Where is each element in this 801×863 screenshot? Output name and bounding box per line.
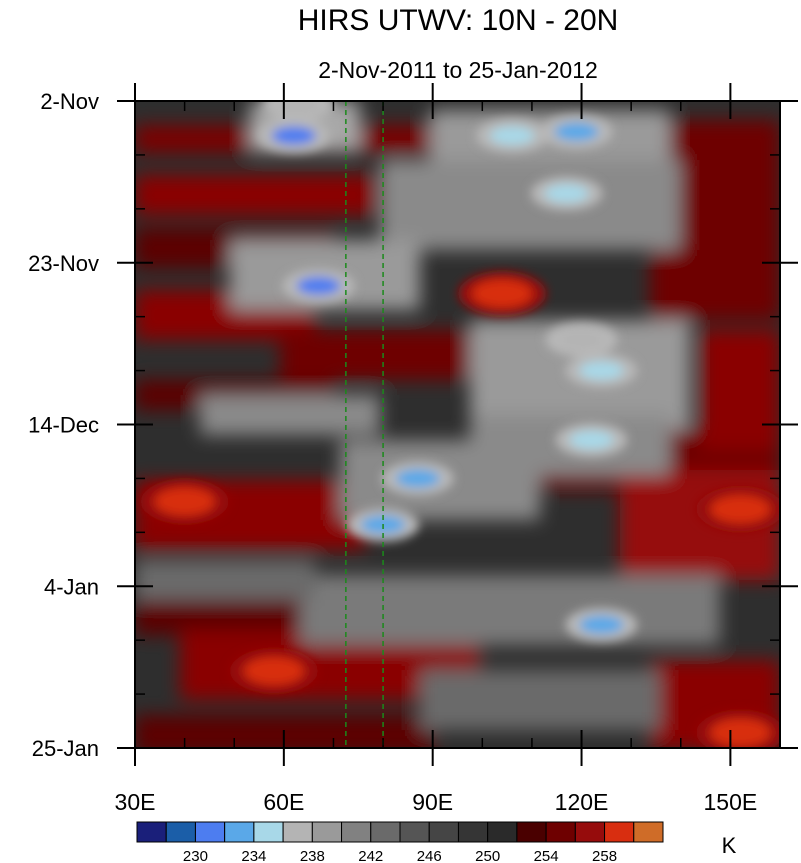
field-band xyxy=(135,560,315,600)
field-band xyxy=(420,670,660,730)
x-tick-label: 60E xyxy=(263,789,304,815)
y-tick-label: 4-Jan xyxy=(44,574,99,599)
x-axis: 30E 60E 90E 120E 150E xyxy=(115,83,781,815)
feature-blob xyxy=(559,330,604,349)
colorbar-swatch xyxy=(399,821,430,843)
colorbar-swatch xyxy=(370,821,401,843)
y-axis: 2-Nov 23-Nov 14-Dec 4-Jan 25-Jan xyxy=(28,89,798,761)
colorbar-swatch xyxy=(604,821,635,843)
feature-blob xyxy=(710,495,771,524)
colorbar-label: 242 xyxy=(358,848,383,863)
colorbar-swatch xyxy=(545,821,576,843)
y-tick-label: 25-Jan xyxy=(32,736,99,761)
colorbar-label: 246 xyxy=(417,848,442,863)
y-tick-label: 2-Nov xyxy=(40,89,99,114)
feature-blob xyxy=(271,126,316,145)
x-tick-label: 30E xyxy=(115,789,156,815)
field-band xyxy=(200,395,380,435)
colorbar-label: 234 xyxy=(241,848,266,863)
colorbar-unit-label: K xyxy=(722,833,737,858)
colorbar: 230 234 238 242 246 250 254 258 xyxy=(136,821,664,863)
colorbar-swatch xyxy=(428,821,459,843)
feature-blob xyxy=(154,487,215,516)
colorbar-swatch xyxy=(516,821,547,843)
x-tick-label: 90E xyxy=(412,789,453,815)
plot-field xyxy=(135,101,780,748)
field-band xyxy=(300,575,720,645)
colorbar-swatch xyxy=(224,821,255,843)
feature-blob xyxy=(276,101,321,114)
colorbar-swatch xyxy=(165,821,196,843)
colorbar-swatch xyxy=(574,821,606,843)
feature-blob xyxy=(579,361,624,380)
chart-title: HIRS UTWV: 10N - 20N xyxy=(298,4,619,37)
colorbar-swatch xyxy=(633,821,664,843)
colorbar-label: 238 xyxy=(300,848,325,863)
y-tick-label: 23-Nov xyxy=(28,251,99,276)
field-band xyxy=(700,330,780,450)
colorbar-label: 254 xyxy=(534,848,559,863)
feature-blob xyxy=(569,430,614,449)
x-tick-label: 120E xyxy=(555,789,609,815)
colorbar-swatch xyxy=(136,821,167,843)
feature-blob xyxy=(472,279,533,308)
feature-blob xyxy=(243,656,304,685)
chart-subtitle: 2-Nov-2011 to 25-Jan-2012 xyxy=(318,57,598,83)
colorbar-swatch xyxy=(341,821,372,843)
feature-blob xyxy=(296,276,341,295)
feature-blob xyxy=(710,718,771,747)
feature-blob xyxy=(395,469,440,488)
feature-blob xyxy=(554,122,599,141)
colorbar-label: 258 xyxy=(592,848,617,863)
colorbar-swatch xyxy=(282,821,313,843)
feature-blob xyxy=(490,126,535,145)
colorbar-swatch xyxy=(253,821,284,843)
colorbar-swatch xyxy=(457,821,489,843)
colorbar-swatch xyxy=(194,821,226,843)
feature-blob xyxy=(544,184,589,203)
x-tick-label: 150E xyxy=(704,789,758,815)
colorbar-swatch xyxy=(487,821,518,843)
colorbar-label: 230 xyxy=(183,848,208,863)
feature-blob xyxy=(579,615,624,634)
colorbar-label: 250 xyxy=(475,848,500,863)
y-tick-label: 14-Dec xyxy=(28,413,99,438)
field-band xyxy=(135,175,375,215)
colorbar-swatch xyxy=(311,821,343,843)
field-band xyxy=(380,160,680,250)
